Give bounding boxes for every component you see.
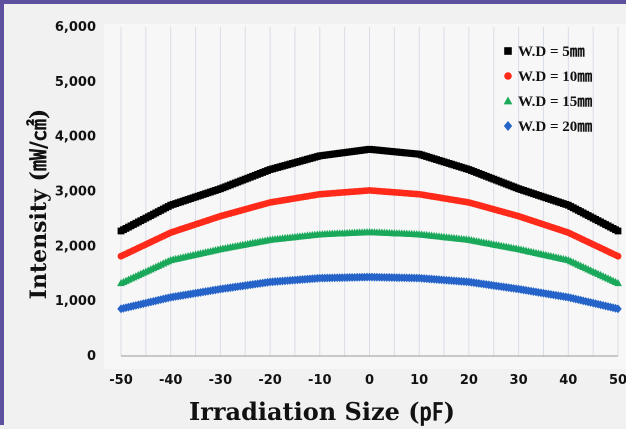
x-tick-label: 0 [365,373,374,388]
data-point [614,252,622,260]
x-tick-label: 30 [510,373,528,388]
data-point [614,278,622,287]
y-tick-labels: 0 1,000 2,000 3,000 4,000 5,000 6,000 [55,20,96,364]
x-tick-label: -50 [109,373,133,388]
y-axis-title: Intensity (㎽/㎠) [26,109,52,300]
data-point [614,227,622,235]
y-tick-label: 2,000 [55,239,96,254]
data-points [117,145,622,314]
legend-marker [504,47,512,55]
series-circle [117,187,622,260]
y-tick-label: 4,000 [55,130,96,145]
legend-label: W.D = 10㎜ [518,69,592,85]
y-tick-label: 1,000 [55,294,96,309]
y-tick-label: 5,000 [55,75,96,90]
x-tick-label: 20 [460,373,478,388]
chart-svg: 0 1,000 2,000 3,000 4,000 5,000 6,000 -50 -40 -3… [26,20,626,427]
series-triangle [117,227,622,287]
x-tick-label: 50 [609,373,626,388]
x-tick-label: -30 [209,373,233,388]
series-diamond [117,272,622,314]
x-tick-label: 40 [559,373,577,388]
x-tick-label: -40 [159,373,183,388]
y-tick-label: 6,000 [55,20,96,35]
data-point [614,304,622,314]
y-tick-label: 3,000 [55,185,96,200]
legend: W.D = 5㎜ W.D = 10㎜ W.D = 15㎜ W.D = 20㎜ [503,44,592,135]
legend-marker [503,96,513,105]
y-tick-label: 0 [87,349,96,364]
x-tick-label: 10 [410,373,428,388]
series-square [117,145,622,235]
legend-marker [503,121,513,131]
x-tick-labels: -50 -40 -30 -20 -10 0 10 20 30 40 50 [109,373,626,388]
legend-marker [504,72,512,80]
x-axis-title: Irradiation Size (㎊) [189,397,455,427]
legend-label: W.D = 5㎜ [518,44,585,60]
x-tick-label: -10 [308,373,332,388]
x-tick-label: -20 [258,373,282,388]
legend-label: W.D = 15㎜ [518,94,592,110]
legend-label: W.D = 20㎜ [518,119,592,135]
